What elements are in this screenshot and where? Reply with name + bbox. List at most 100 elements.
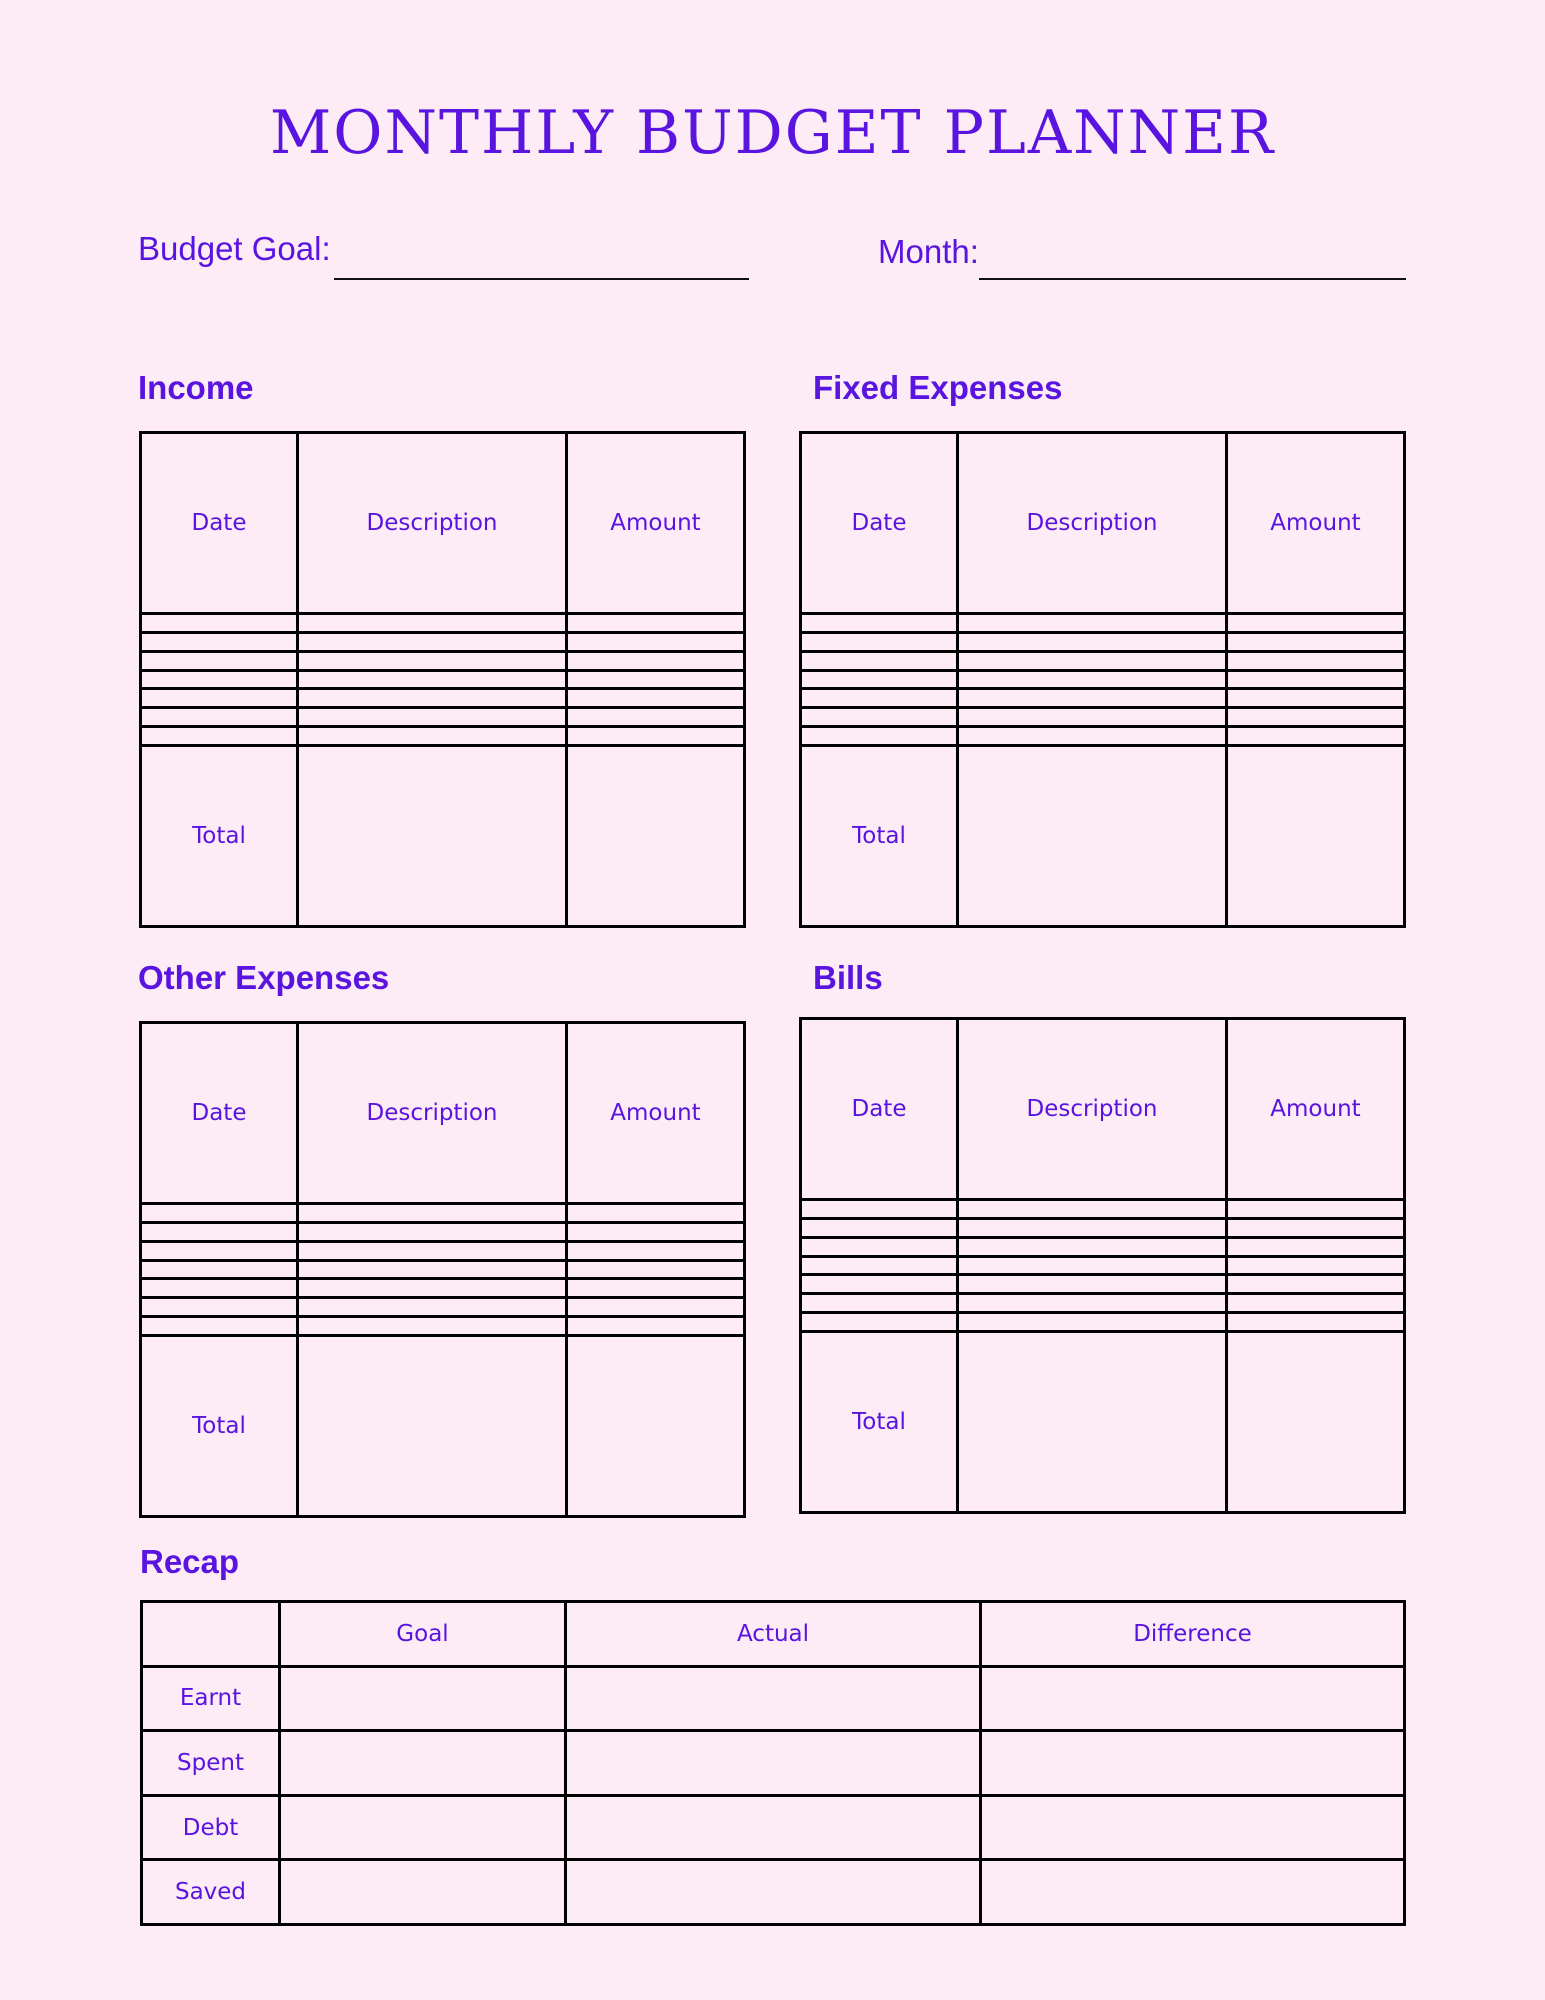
amount-cell[interactable] <box>565 1314 746 1337</box>
description-cell[interactable] <box>956 1292 1228 1314</box>
date-cell[interactable] <box>799 1198 959 1221</box>
description-cell[interactable] <box>296 1296 568 1318</box>
difference-cell[interactable] <box>979 1664 1406 1733</box>
description-cell[interactable] <box>956 1198 1228 1221</box>
amount-cell[interactable] <box>1225 1292 1406 1314</box>
description-cell[interactable] <box>296 687 568 710</box>
description-cell[interactable] <box>956 631 1228 653</box>
amount-cell[interactable] <box>565 631 746 653</box>
description-cell[interactable] <box>956 668 1228 691</box>
description-cell[interactable] <box>296 1314 568 1337</box>
date-cell[interactable] <box>139 612 299 635</box>
description-cell[interactable] <box>296 1258 568 1281</box>
amount-cell[interactable] <box>1225 1254 1406 1277</box>
description-cell[interactable] <box>956 1310 1228 1333</box>
date-cell[interactable] <box>799 1254 959 1277</box>
date-cell[interactable] <box>139 1239 299 1262</box>
total-amount-cell[interactable] <box>1225 1329 1406 1515</box>
date-cell[interactable] <box>799 1310 959 1333</box>
date-cell[interactable] <box>139 687 299 710</box>
amount-cell[interactable] <box>1225 724 1406 747</box>
difference-cell[interactable] <box>979 1858 1406 1926</box>
date-cell[interactable] <box>799 687 959 710</box>
amount-cell[interactable] <box>565 706 746 728</box>
difference-cell[interactable] <box>979 1729 1406 1797</box>
amount-cell[interactable] <box>1225 1235 1406 1258</box>
date-cell[interactable] <box>799 1217 959 1239</box>
description-cell[interactable] <box>296 724 568 747</box>
description-cell[interactable] <box>956 649 1228 672</box>
actual-cell[interactable] <box>564 1793 982 1862</box>
description-cell[interactable] <box>956 612 1228 635</box>
amount-cell[interactable] <box>565 649 746 672</box>
amount-cell[interactable] <box>565 1277 746 1300</box>
amount-cell[interactable] <box>1225 1273 1406 1296</box>
amount-cell[interactable] <box>565 612 746 635</box>
goal-cell[interactable] <box>278 1664 567 1733</box>
description-cell[interactable] <box>296 1221 568 1243</box>
date-cell[interactable] <box>139 1258 299 1281</box>
date-cell[interactable] <box>139 1202 299 1225</box>
goal-cell[interactable] <box>278 1858 567 1926</box>
date-cell[interactable] <box>799 1235 959 1258</box>
amount-cell[interactable] <box>1225 612 1406 635</box>
total-description-cell[interactable] <box>956 743 1228 929</box>
description-cell[interactable] <box>296 1239 568 1262</box>
description-cell[interactable] <box>956 1254 1228 1277</box>
date-cell[interactable] <box>799 1292 959 1314</box>
description-cell[interactable] <box>296 1202 568 1225</box>
amount-cell[interactable] <box>565 724 746 747</box>
description-cell[interactable] <box>296 649 568 672</box>
date-cell[interactable] <box>139 1277 299 1300</box>
actual-cell[interactable] <box>564 1729 982 1797</box>
actual-cell[interactable] <box>564 1664 982 1733</box>
date-cell[interactable] <box>139 706 299 728</box>
amount-cell[interactable] <box>565 1296 746 1318</box>
description-cell[interactable] <box>296 1277 568 1300</box>
amount-cell[interactable] <box>565 668 746 691</box>
amount-cell[interactable] <box>565 687 746 710</box>
date-cell[interactable] <box>139 1221 299 1243</box>
description-cell[interactable] <box>956 687 1228 710</box>
date-cell[interactable] <box>139 668 299 691</box>
amount-cell[interactable] <box>1225 687 1406 710</box>
amount-cell[interactable] <box>1225 649 1406 672</box>
total-description-cell[interactable] <box>296 1333 568 1519</box>
amount-cell[interactable] <box>1225 1310 1406 1333</box>
date-cell[interactable] <box>799 706 959 728</box>
description-cell[interactable] <box>956 724 1228 747</box>
description-cell[interactable] <box>296 706 568 728</box>
amount-cell[interactable] <box>565 1202 746 1225</box>
amount-cell[interactable] <box>1225 1198 1406 1221</box>
total-description-cell[interactable] <box>296 743 568 929</box>
date-cell[interactable] <box>139 724 299 747</box>
date-cell[interactable] <box>799 631 959 653</box>
description-cell[interactable] <box>296 631 568 653</box>
date-cell[interactable] <box>799 1273 959 1296</box>
total-amount-cell[interactable] <box>1225 743 1406 929</box>
amount-cell[interactable] <box>1225 631 1406 653</box>
description-cell[interactable] <box>956 1235 1228 1258</box>
date-cell[interactable] <box>799 612 959 635</box>
description-cell[interactable] <box>956 1217 1228 1239</box>
amount-cell[interactable] <box>1225 706 1406 728</box>
description-cell[interactable] <box>296 612 568 635</box>
description-cell[interactable] <box>956 706 1228 728</box>
amount-cell[interactable] <box>565 1239 746 1262</box>
budget-goal-input[interactable] <box>334 278 749 280</box>
date-cell[interactable] <box>139 631 299 653</box>
amount-cell[interactable] <box>1225 1217 1406 1239</box>
goal-cell[interactable] <box>278 1729 567 1797</box>
date-cell[interactable] <box>139 1314 299 1337</box>
amount-cell[interactable] <box>565 1258 746 1281</box>
description-cell[interactable] <box>956 1273 1228 1296</box>
amount-cell[interactable] <box>1225 668 1406 691</box>
difference-cell[interactable] <box>979 1793 1406 1862</box>
total-amount-cell[interactable] <box>565 1333 746 1519</box>
date-cell[interactable] <box>799 649 959 672</box>
month-input[interactable] <box>979 278 1406 280</box>
total-description-cell[interactable] <box>956 1329 1228 1515</box>
date-cell[interactable] <box>139 649 299 672</box>
goal-cell[interactable] <box>278 1793 567 1862</box>
description-cell[interactable] <box>296 668 568 691</box>
